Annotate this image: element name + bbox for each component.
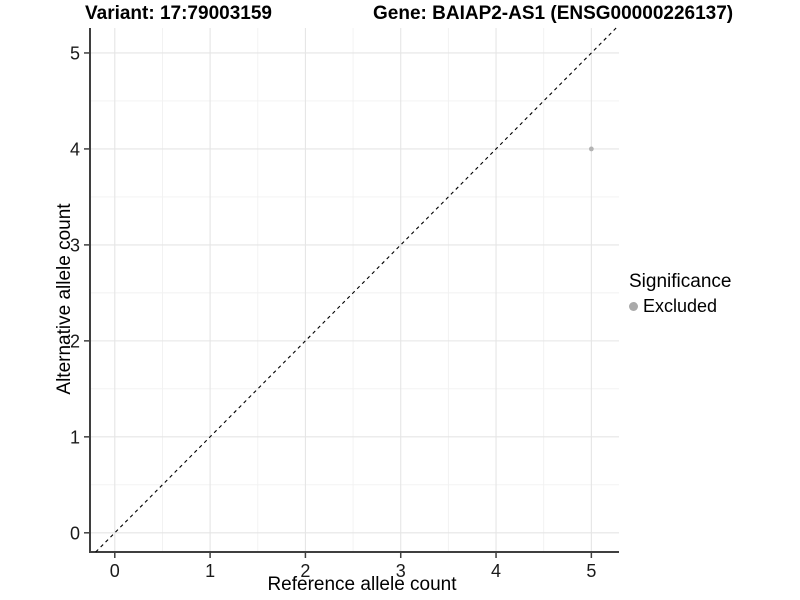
x-tick-label: 3 (396, 561, 406, 581)
identity-reference-line (95, 27, 617, 553)
y-tick-label: 5 (70, 43, 80, 63)
x-tick-label: 2 (300, 561, 310, 581)
variant-title: Variant: 17:79003159 (85, 3, 272, 24)
x-tick-label: 1 (205, 561, 215, 581)
x-tick-label: 0 (110, 561, 120, 581)
legend-item-excluded: Excluded (629, 296, 731, 317)
x-axis-title: Reference allele count (267, 574, 457, 595)
x-tick-label: 4 (491, 561, 501, 581)
x-tick-label: 5 (586, 561, 596, 581)
y-tick-label: 4 (70, 139, 80, 159)
y-tick-label: 3 (70, 235, 80, 255)
y-axis-title: Alternative allele count (54, 203, 75, 395)
legend-title: Significance (629, 271, 732, 292)
excluded-swatch-icon (629, 302, 638, 311)
y-tick-label: 0 (70, 523, 80, 543)
data-point (588, 146, 594, 152)
y-tick-label: 2 (70, 331, 80, 351)
legend: Significance Excluded (629, 271, 731, 317)
gene-title: Gene: BAIAP2-AS1 (ENSG00000226137) (373, 3, 734, 24)
y-tick-label: 1 (70, 427, 80, 447)
legend-item-label: Excluded (643, 296, 718, 316)
